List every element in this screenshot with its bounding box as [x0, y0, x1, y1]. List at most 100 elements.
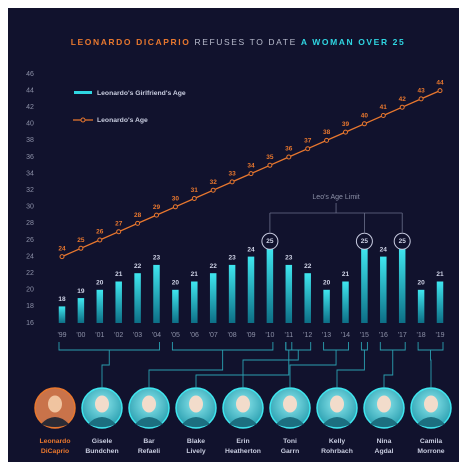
value-label: 21: [342, 271, 350, 278]
portrait-head: [330, 395, 344, 413]
portrait-body: [135, 417, 163, 427]
bar: [417, 289, 425, 323]
person-name: Kelly: [329, 438, 345, 445]
value-label: 27: [115, 220, 123, 227]
y-tick-label: 30: [26, 204, 34, 211]
bar: [398, 248, 406, 323]
y-tick-label: 42: [26, 104, 34, 111]
value-label: 30: [172, 196, 180, 203]
value-label: 20: [417, 280, 425, 287]
x-tick-label: '01: [95, 332, 104, 339]
portrait-head: [95, 395, 109, 413]
portrait-body: [229, 417, 257, 427]
bar: [115, 281, 122, 323]
value-label: 42: [399, 96, 407, 103]
value-label: 25: [266, 238, 274, 245]
y-tick-label: 22: [26, 270, 34, 277]
person-name: Erin: [236, 438, 249, 445]
point: [343, 129, 348, 135]
y-tick-label: 38: [26, 137, 34, 144]
y-tick-label: 36: [26, 154, 34, 161]
connector: [289, 350, 337, 387]
value-label: 22: [134, 263, 142, 270]
y-tick-label: 16: [26, 320, 34, 327]
value-label: 24: [247, 246, 255, 253]
point: [172, 204, 178, 210]
connector: [383, 350, 394, 387]
x-tick-label: '08: [228, 332, 237, 339]
point: [154, 212, 159, 218]
legend-label: Leonardo's Girlfriend's Age: [97, 90, 186, 97]
portrait-head: [424, 395, 438, 413]
portrait: [222, 387, 264, 429]
person-name: Leonardo: [40, 438, 71, 445]
legend-label: Leonardo's Age: [97, 117, 148, 124]
value-label: 23: [153, 255, 161, 262]
portrait: [175, 387, 217, 429]
y-tick-label: 32: [26, 187, 34, 194]
bar: [436, 281, 444, 323]
person-name: Lively: [186, 448, 205, 455]
connector: [195, 350, 290, 387]
value-label: 40: [361, 113, 369, 120]
person-name: Refaeli: [138, 448, 160, 455]
title-part: LEONARDO DICAPRIO: [71, 37, 191, 47]
portrait-body: [276, 417, 304, 427]
value-label: 24: [380, 246, 388, 253]
bar: [228, 264, 236, 323]
connector: [242, 350, 299, 387]
value-label: 25: [399, 238, 407, 245]
bar: [342, 281, 349, 323]
connector: [101, 350, 110, 387]
portrait: [128, 387, 170, 429]
bar: [58, 306, 66, 323]
x-tick-label: '15: [360, 332, 369, 339]
portrait: [34, 387, 76, 429]
value-label: 41: [380, 104, 388, 111]
bar: [153, 264, 160, 323]
x-tick-label: '14: [341, 332, 350, 339]
person-name: Garrn: [281, 448, 300, 455]
value-label: 38: [323, 129, 331, 136]
portrait-body: [417, 417, 445, 427]
value-label: 21: [115, 271, 123, 278]
portrait-head: [48, 395, 62, 413]
point: [59, 254, 65, 260]
portrait: [316, 387, 358, 429]
bar: [361, 248, 368, 323]
bar: [96, 289, 104, 323]
point: [135, 220, 141, 226]
x-tick-label: '11: [284, 332, 293, 339]
value-label: 25: [361, 238, 369, 245]
value-label: 24: [58, 245, 66, 252]
portrait-head: [377, 395, 391, 413]
value-label: 26: [96, 229, 104, 236]
point: [210, 187, 216, 193]
x-tick-label: '17: [398, 332, 407, 339]
person-name: Bundchen: [85, 448, 118, 455]
value-label: 39: [342, 121, 350, 128]
point: [267, 162, 273, 168]
point: [78, 245, 84, 251]
point: [324, 137, 330, 143]
value-label: 29: [153, 204, 161, 211]
point: [286, 154, 292, 160]
connector: [336, 350, 365, 387]
value-label: 32: [210, 179, 218, 186]
person-name: Morrone: [417, 448, 444, 455]
point: [399, 104, 405, 110]
value-label: 20: [172, 280, 180, 287]
value-label: 34: [247, 162, 255, 169]
point: [361, 121, 367, 127]
portrait-head: [189, 395, 203, 413]
value-label: 20: [323, 280, 331, 287]
value-label: 19: [77, 288, 85, 295]
portrait: [363, 387, 405, 429]
value-label: 21: [191, 271, 199, 278]
bar: [304, 273, 311, 323]
value-label: 22: [210, 263, 218, 270]
point: [191, 196, 197, 201]
bar: [266, 248, 274, 323]
x-tick-label: '04: [152, 332, 161, 339]
annotation: Leo's Age Limit: [312, 194, 359, 201]
